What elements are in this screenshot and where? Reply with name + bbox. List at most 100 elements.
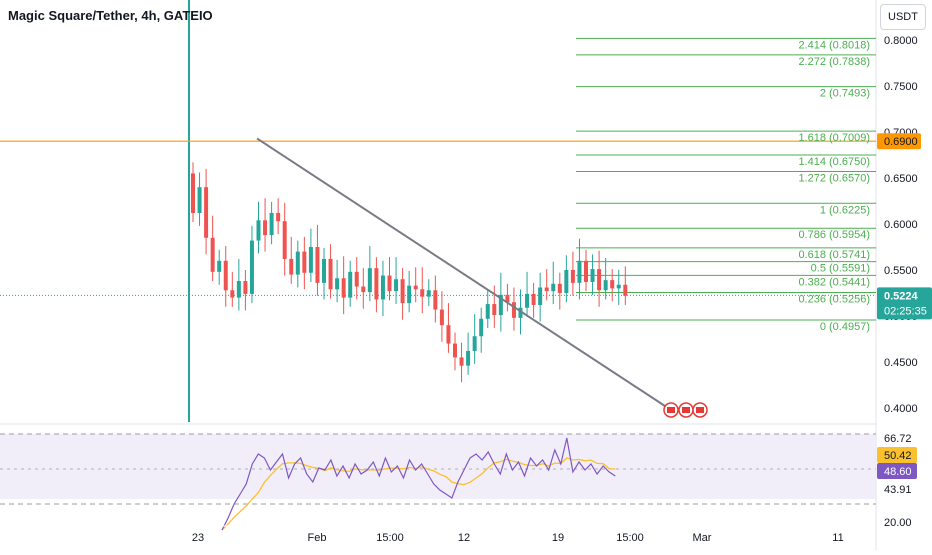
candle-body — [394, 279, 399, 292]
fib-level-label: 0.618 (0.5741) — [798, 249, 870, 261]
fib-level-label: 1.618 (0.7009) — [798, 132, 870, 144]
time-tick-label: 15:00 — [616, 532, 644, 544]
candle-body — [256, 220, 261, 241]
candle-body — [263, 220, 268, 236]
currency-button[interactable]: USDT — [880, 4, 926, 30]
candle-body — [538, 287, 543, 305]
candle-body — [197, 187, 202, 213]
event-flag-glyph — [667, 407, 675, 413]
candle-body — [518, 307, 523, 318]
candle-body — [426, 290, 431, 297]
candle-body — [341, 278, 346, 298]
rsi-line — [221, 437, 616, 531]
time-tick-label: 15:00 — [376, 532, 404, 544]
candle-body — [210, 237, 215, 272]
candle-body — [557, 283, 562, 293]
candle-body — [439, 309, 444, 326]
price-tick-label: 0.5500 — [884, 265, 918, 277]
price-tick-label: 0.7500 — [884, 81, 918, 93]
candle-body — [361, 286, 366, 293]
price-tick-label: 0.4500 — [884, 357, 918, 369]
candle-body — [217, 260, 222, 272]
event-flag-glyph — [682, 407, 690, 413]
current-price-value: 0.5224 — [884, 290, 919, 302]
candle-body — [407, 285, 412, 304]
candle-body — [230, 290, 235, 298]
event-flag-icon — [678, 402, 694, 418]
fib-level-label: 1.272 (0.6570) — [798, 173, 870, 185]
candle-body — [603, 280, 608, 291]
fib-level-label: 0 (0.4957) — [820, 321, 870, 333]
candle-body — [551, 283, 556, 292]
fib-level-label: 0.5 (0.5591) — [811, 263, 870, 275]
resistance-badge — [877, 133, 921, 150]
candle-countdown: 02:25:35 — [884, 305, 927, 317]
candle-body — [420, 289, 425, 297]
time-tick-label: 19 — [552, 532, 564, 544]
rsi-tick-label: 20.00 — [884, 517, 912, 529]
fib-level-label: 1 (0.6225) — [820, 204, 870, 216]
candle-body — [498, 294, 503, 316]
candle-body — [348, 271, 353, 298]
candle-body — [204, 187, 209, 238]
candle-body — [400, 279, 405, 304]
candle-body — [289, 258, 294, 275]
rsi-value: 48.60 — [884, 466, 912, 478]
time-tick-label: 23 — [192, 532, 204, 544]
candle-body — [597, 269, 602, 291]
fib-level-label: 1.414 (0.6750) — [798, 156, 870, 168]
candle-body — [302, 251, 307, 273]
candle-body — [315, 247, 320, 283]
candle-body — [570, 270, 575, 283]
candle-body — [492, 304, 497, 316]
candle-body — [282, 221, 287, 259]
time-tick-label: 11 — [832, 532, 843, 544]
candle-body — [322, 258, 326, 283]
candle-body — [276, 212, 281, 222]
current-price-badge — [877, 287, 932, 320]
candle-body — [623, 284, 628, 296]
candle-body — [295, 251, 300, 275]
candle-body — [453, 343, 457, 358]
time-tick-label: Mar — [693, 532, 712, 544]
fib-level-label: 2 (0.7493) — [820, 88, 870, 100]
descending-trendline — [256, 137, 669, 409]
candle-body — [525, 293, 530, 308]
candle-body — [485, 304, 490, 319]
candle-body — [413, 285, 418, 290]
candle-body — [191, 173, 195, 213]
rsi-ma-value: 50.42 — [884, 450, 912, 462]
price-tick-label: 0.6500 — [884, 173, 918, 185]
candle-body — [531, 293, 536, 305]
candle-body — [236, 281, 241, 298]
candle-body — [577, 260, 582, 283]
candle-body — [544, 287, 549, 292]
candle-body — [328, 258, 333, 290]
resistance-value: 0.6900 — [884, 136, 918, 148]
price-tick-label: 0.8000 — [884, 35, 918, 47]
time-tick-label: Feb — [308, 532, 327, 544]
candle-body — [511, 302, 516, 318]
candle-body — [564, 270, 569, 293]
candle-body — [472, 336, 477, 351]
candle-body — [466, 350, 471, 366]
time-tick-label: 12 — [458, 532, 470, 544]
fib-level-label: 0.786 (0.5954) — [798, 229, 870, 241]
candle-body — [590, 269, 595, 282]
candle-body — [269, 212, 274, 236]
rsi-ma-badge — [877, 447, 917, 463]
chart-title: Magic Square/Tether, 4h, GATEIO — [8, 8, 213, 23]
event-flag-glyph — [696, 407, 704, 413]
event-flag-icon — [663, 402, 679, 418]
candle-body — [433, 290, 438, 310]
candle-body — [446, 325, 451, 344]
candle-body — [610, 280, 615, 289]
candle-body — [335, 278, 340, 290]
candle-body — [374, 268, 379, 300]
fib-level-label: 2.272 (0.7838) — [798, 56, 870, 68]
candle-body — [584, 260, 588, 282]
price-tick-label: 0.4000 — [884, 403, 918, 415]
candle-body — [479, 318, 484, 337]
candle-body — [354, 271, 359, 287]
